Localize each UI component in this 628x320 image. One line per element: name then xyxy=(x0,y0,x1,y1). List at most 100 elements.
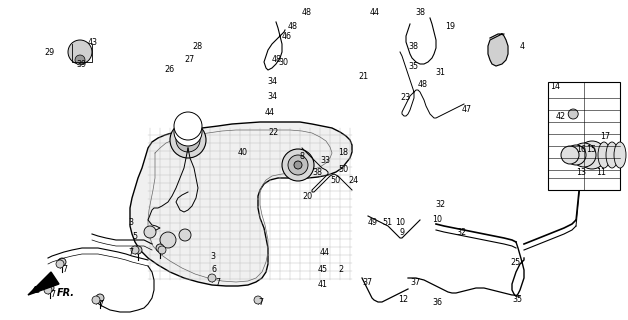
Text: 37: 37 xyxy=(362,278,372,287)
Circle shape xyxy=(46,284,54,292)
Circle shape xyxy=(288,155,308,175)
Text: 44: 44 xyxy=(320,248,330,257)
Text: 10: 10 xyxy=(432,215,442,224)
Text: 11: 11 xyxy=(596,168,606,177)
Text: 18: 18 xyxy=(338,148,348,157)
Text: 48: 48 xyxy=(288,22,298,31)
Text: 7: 7 xyxy=(50,290,55,299)
Text: 6: 6 xyxy=(212,265,217,274)
Text: 15: 15 xyxy=(586,145,596,154)
Text: 50: 50 xyxy=(338,165,348,174)
Circle shape xyxy=(131,246,139,254)
Circle shape xyxy=(170,122,206,158)
Text: 39: 39 xyxy=(76,60,86,69)
Text: 38: 38 xyxy=(415,8,425,17)
Text: 35: 35 xyxy=(408,62,418,71)
Ellipse shape xyxy=(606,142,618,168)
Text: 30: 30 xyxy=(278,58,288,67)
Text: 44: 44 xyxy=(370,8,380,17)
Polygon shape xyxy=(488,34,508,66)
Text: 21: 21 xyxy=(358,72,368,81)
Circle shape xyxy=(134,246,142,254)
Text: 37: 37 xyxy=(410,278,420,287)
Text: 7: 7 xyxy=(98,300,103,309)
Circle shape xyxy=(282,149,314,181)
Text: 34: 34 xyxy=(267,92,277,101)
Circle shape xyxy=(561,146,579,164)
Circle shape xyxy=(572,143,596,167)
Text: 7: 7 xyxy=(128,248,133,257)
Text: 3: 3 xyxy=(128,218,133,227)
Text: 19: 19 xyxy=(445,22,455,31)
Circle shape xyxy=(183,135,193,145)
Text: 42: 42 xyxy=(556,112,566,121)
Text: 5: 5 xyxy=(132,232,137,241)
Text: 43: 43 xyxy=(88,38,98,47)
Text: 7: 7 xyxy=(215,278,220,287)
Text: 7: 7 xyxy=(62,265,67,274)
Circle shape xyxy=(179,229,191,241)
Circle shape xyxy=(96,294,104,302)
Text: 38: 38 xyxy=(408,42,418,51)
Text: 49: 49 xyxy=(368,218,378,227)
Text: 12: 12 xyxy=(398,295,408,304)
Circle shape xyxy=(68,40,92,64)
Text: 33: 33 xyxy=(320,156,330,165)
Circle shape xyxy=(58,258,66,266)
Text: 34: 34 xyxy=(267,77,277,86)
Text: 24: 24 xyxy=(348,176,358,185)
Text: 2: 2 xyxy=(338,265,343,274)
Text: 32: 32 xyxy=(456,228,466,237)
Text: 41: 41 xyxy=(318,280,328,289)
Text: 45: 45 xyxy=(318,265,328,274)
Circle shape xyxy=(174,118,202,146)
Circle shape xyxy=(158,246,166,254)
Text: 29: 29 xyxy=(44,48,54,57)
Circle shape xyxy=(44,286,52,294)
Circle shape xyxy=(176,128,200,152)
FancyBboxPatch shape xyxy=(548,82,620,190)
Text: 48: 48 xyxy=(418,80,428,89)
Text: 7: 7 xyxy=(258,298,263,307)
Text: 31: 31 xyxy=(435,68,445,77)
Text: 51: 51 xyxy=(382,218,392,227)
Text: 28: 28 xyxy=(192,42,202,51)
Text: 20: 20 xyxy=(302,192,312,201)
Polygon shape xyxy=(130,122,352,286)
Circle shape xyxy=(568,109,578,119)
Text: 50: 50 xyxy=(330,176,340,185)
Text: 9: 9 xyxy=(400,228,405,237)
Text: 8: 8 xyxy=(300,152,305,161)
Polygon shape xyxy=(28,272,59,295)
Text: 38: 38 xyxy=(312,168,322,177)
Ellipse shape xyxy=(614,142,626,168)
Circle shape xyxy=(254,296,262,304)
Ellipse shape xyxy=(598,142,610,168)
Text: 44: 44 xyxy=(265,108,275,117)
Circle shape xyxy=(160,232,176,248)
Text: 25: 25 xyxy=(510,258,520,267)
Text: 27: 27 xyxy=(184,55,194,64)
Text: 48: 48 xyxy=(302,8,312,17)
Text: 4: 4 xyxy=(520,42,525,51)
Text: 16: 16 xyxy=(576,145,586,154)
Circle shape xyxy=(208,274,216,282)
Text: 10: 10 xyxy=(395,218,405,227)
Text: 22: 22 xyxy=(268,128,278,137)
Text: 40: 40 xyxy=(238,148,248,157)
Text: 13: 13 xyxy=(576,168,586,177)
Text: 26: 26 xyxy=(164,65,174,74)
Circle shape xyxy=(294,161,302,169)
Circle shape xyxy=(156,244,164,252)
Text: 36: 36 xyxy=(432,298,442,307)
Text: 35: 35 xyxy=(512,295,522,304)
Circle shape xyxy=(578,141,606,169)
Text: FR.: FR. xyxy=(57,288,75,298)
Circle shape xyxy=(144,226,156,238)
Circle shape xyxy=(56,260,64,268)
Text: 17: 17 xyxy=(600,132,610,141)
Text: 47: 47 xyxy=(462,105,472,114)
Text: 3: 3 xyxy=(210,252,215,261)
Text: 46: 46 xyxy=(282,32,292,41)
Text: 23: 23 xyxy=(400,93,410,102)
